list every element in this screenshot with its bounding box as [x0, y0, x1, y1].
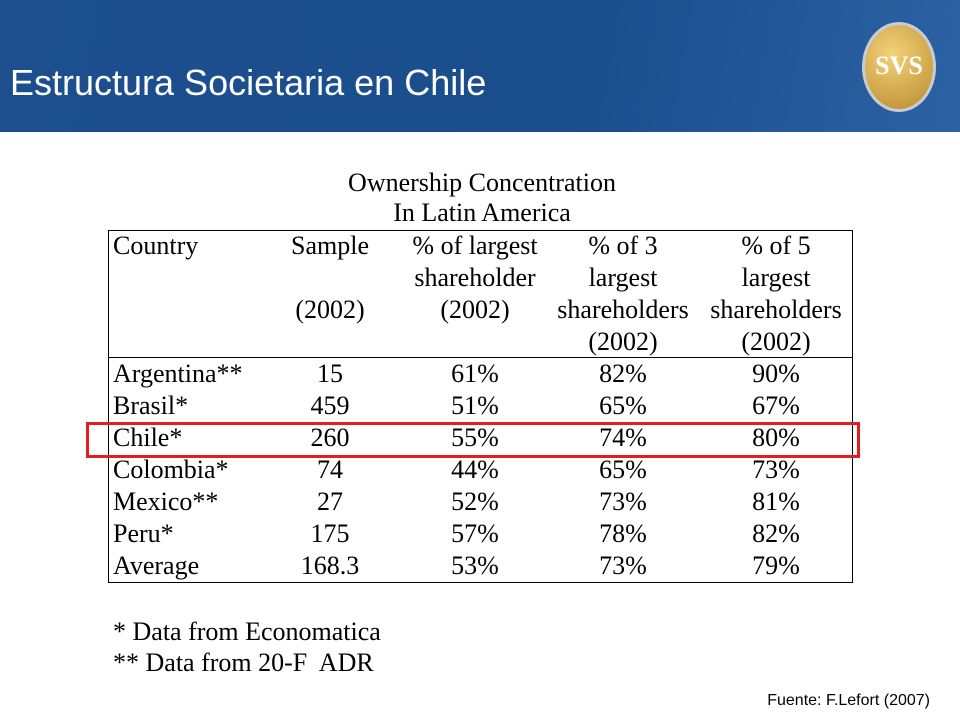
column-header: Sample	[291, 231, 369, 260]
footnote: * Data from Economatica	[113, 617, 381, 646]
row-label: Colombia*	[113, 455, 229, 484]
cell: 61%	[451, 359, 499, 388]
cell: 90%	[752, 359, 800, 388]
table-title: Ownership Concentration	[348, 168, 616, 197]
row-label: Argentina**	[113, 359, 243, 388]
cell: 15	[317, 359, 343, 388]
cell: 51%	[451, 391, 499, 420]
cell: 55%	[451, 423, 499, 452]
column-header: largest	[741, 263, 811, 292]
column-header: (2002)	[295, 295, 365, 324]
cell: 82%	[752, 519, 800, 548]
column-header: (2002)	[588, 327, 658, 356]
cell: 44%	[451, 455, 499, 484]
cell: 175	[310, 519, 350, 548]
rule	[852, 230, 853, 583]
row-label: Average	[113, 551, 200, 580]
cell: 78%	[599, 519, 647, 548]
column-header: shareholders	[710, 295, 842, 324]
highlight-box	[86, 422, 860, 458]
column-header: shareholder	[414, 263, 536, 292]
column-header: largest	[588, 263, 658, 292]
cell: 82%	[599, 359, 647, 388]
source: Fuente: F.Lefort (2007)	[767, 692, 930, 709]
cell: 80%	[752, 423, 800, 452]
cell: 74%	[599, 423, 647, 452]
row-label: Brasil*	[113, 391, 189, 420]
cell: 52%	[451, 487, 499, 516]
cell: 65%	[599, 391, 647, 420]
cell: 168.3	[300, 551, 360, 580]
cell: 79%	[752, 551, 800, 580]
row-label: Chile*	[113, 423, 183, 452]
rule	[108, 230, 853, 231]
cell: 74	[317, 455, 343, 484]
cell: 65%	[599, 455, 647, 484]
footnote: ** Data from 20-F ADR	[113, 648, 374, 677]
header-bar	[0, 0, 960, 132]
column-header: shareholders	[557, 295, 689, 324]
cell: 73%	[752, 455, 800, 484]
cell: 67%	[752, 391, 800, 420]
column-header: Country	[113, 231, 199, 260]
slide-title: Estructura Societaria en Chile	[10, 62, 487, 103]
logo: SVS	[862, 22, 936, 112]
logo-text: SVS	[875, 51, 923, 80]
rule	[108, 582, 853, 583]
cell: 53%	[451, 551, 499, 580]
table-title: In Latin America	[393, 198, 571, 227]
cell: 27	[317, 487, 343, 516]
column-header: (2002)	[440, 295, 510, 324]
column-header: % of largest	[412, 231, 538, 260]
cell: 73%	[599, 487, 647, 516]
column-header: (2002)	[741, 327, 811, 356]
column-header: % of 5	[741, 231, 811, 260]
rule	[108, 357, 853, 358]
rule	[108, 230, 109, 583]
column-header: % of 3	[588, 231, 658, 260]
row-label: Peru*	[113, 519, 174, 548]
cell: 57%	[451, 519, 499, 548]
cell: 459	[310, 391, 350, 420]
cell: 73%	[599, 551, 647, 580]
row-label: Mexico**	[113, 487, 219, 516]
cell: 260	[310, 423, 350, 452]
cell: 81%	[752, 487, 800, 516]
